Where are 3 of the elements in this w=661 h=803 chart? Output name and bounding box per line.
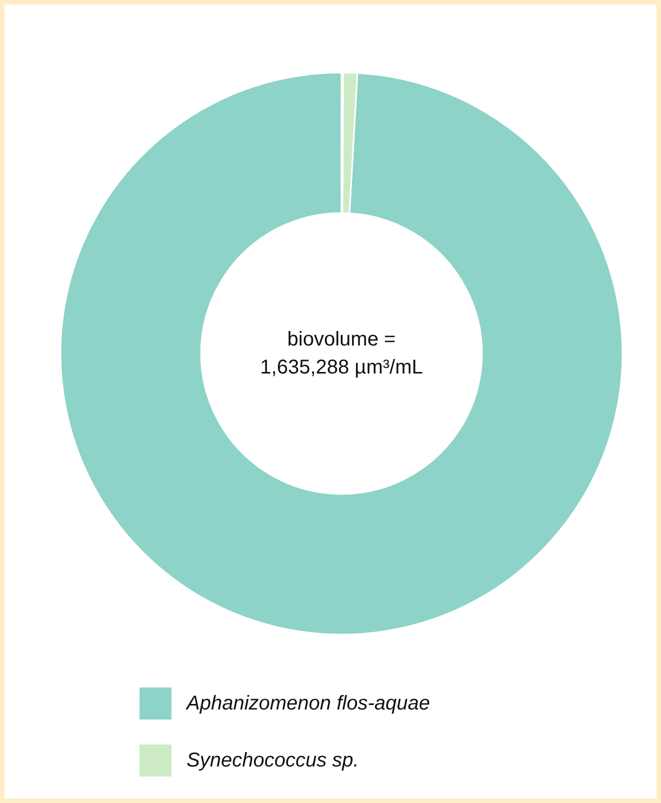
text: biovolume = 1,635,288 µm³/mL	[260, 328, 423, 379]
legend-label: Synechococcus sp.	[186, 750, 359, 772]
legend-label: Aphanizomenon flos-aquae	[186, 692, 430, 714]
